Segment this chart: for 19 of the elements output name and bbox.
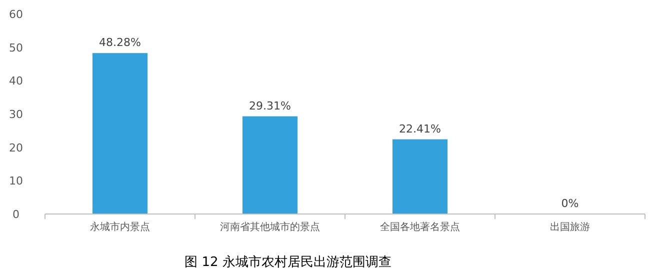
bar bbox=[92, 53, 148, 214]
x-tick-label: 河南省其他城市的景点 bbox=[220, 221, 320, 233]
y-tick-label: 20 bbox=[9, 141, 23, 154]
bar bbox=[242, 116, 298, 214]
data-label: 0% bbox=[561, 197, 579, 210]
x-tick-label: 永城市内景点 bbox=[90, 221, 150, 233]
y-tick-label: 0 bbox=[12, 208, 20, 221]
y-tick-label: 10 bbox=[9, 174, 23, 188]
text: 图 12 永城市农村居民出游范围调查 bbox=[184, 254, 392, 270]
data-label: 29.31% bbox=[249, 99, 291, 112]
y-tick-label: 50 bbox=[9, 41, 23, 54]
data-label: 48.28% bbox=[99, 36, 141, 50]
y-tick-label: 60 bbox=[9, 8, 23, 21]
data-label: 22.41% bbox=[399, 122, 441, 136]
y-tick-label: 30 bbox=[9, 108, 23, 121]
bar bbox=[392, 139, 448, 214]
x-tick-label: 出国旅游 bbox=[550, 221, 590, 233]
y-tick-label: 40 bbox=[9, 74, 23, 88]
x-tick-label: 全国各地著名景点 bbox=[380, 221, 460, 233]
